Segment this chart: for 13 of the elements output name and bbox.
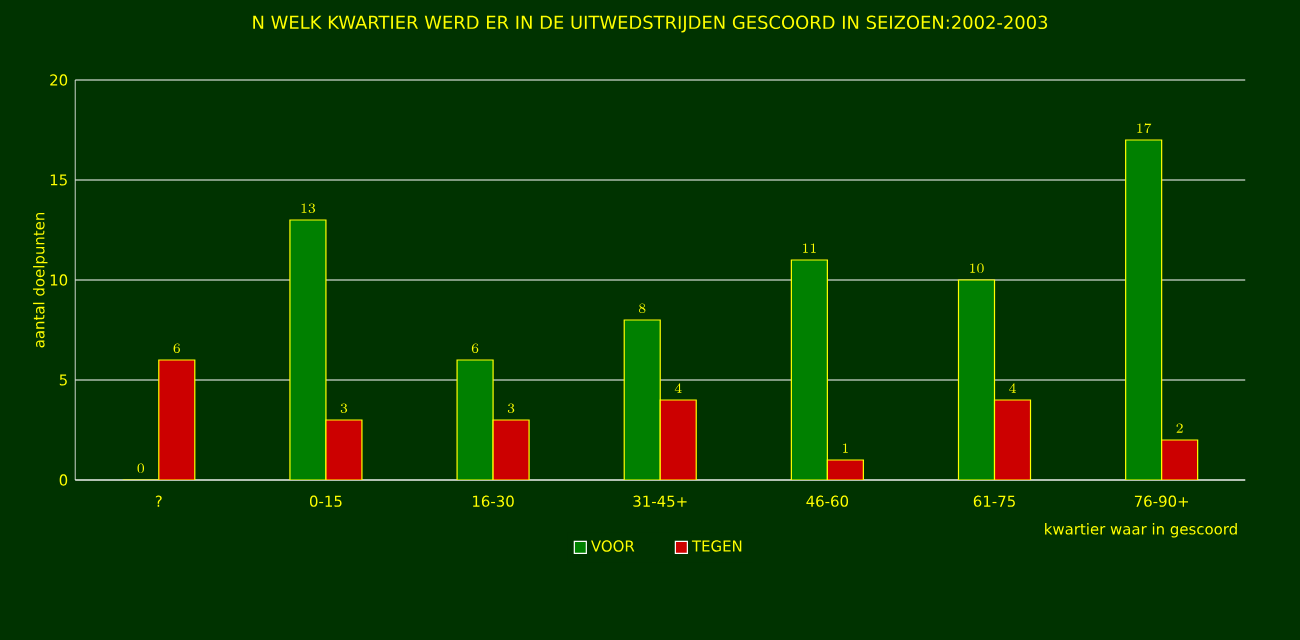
bar <box>158 359 196 480</box>
bar <box>659 399 697 480</box>
chart-title: N WELK KWARTIER WERD ER IN DE UITWEDSTRIJDEN GESCOORD IN SEIZOEN:2002-2003 <box>253 15 1048 33</box>
bar <box>1125 139 1163 480</box>
bar <box>289 219 327 480</box>
bar <box>623 319 661 480</box>
bar <box>993 399 1032 480</box>
bar <box>325 419 363 480</box>
bar <box>1161 439 1199 480</box>
bar <box>456 359 494 480</box>
bar <box>492 419 530 480</box>
bar <box>790 259 828 480</box>
bar <box>957 279 996 480</box>
